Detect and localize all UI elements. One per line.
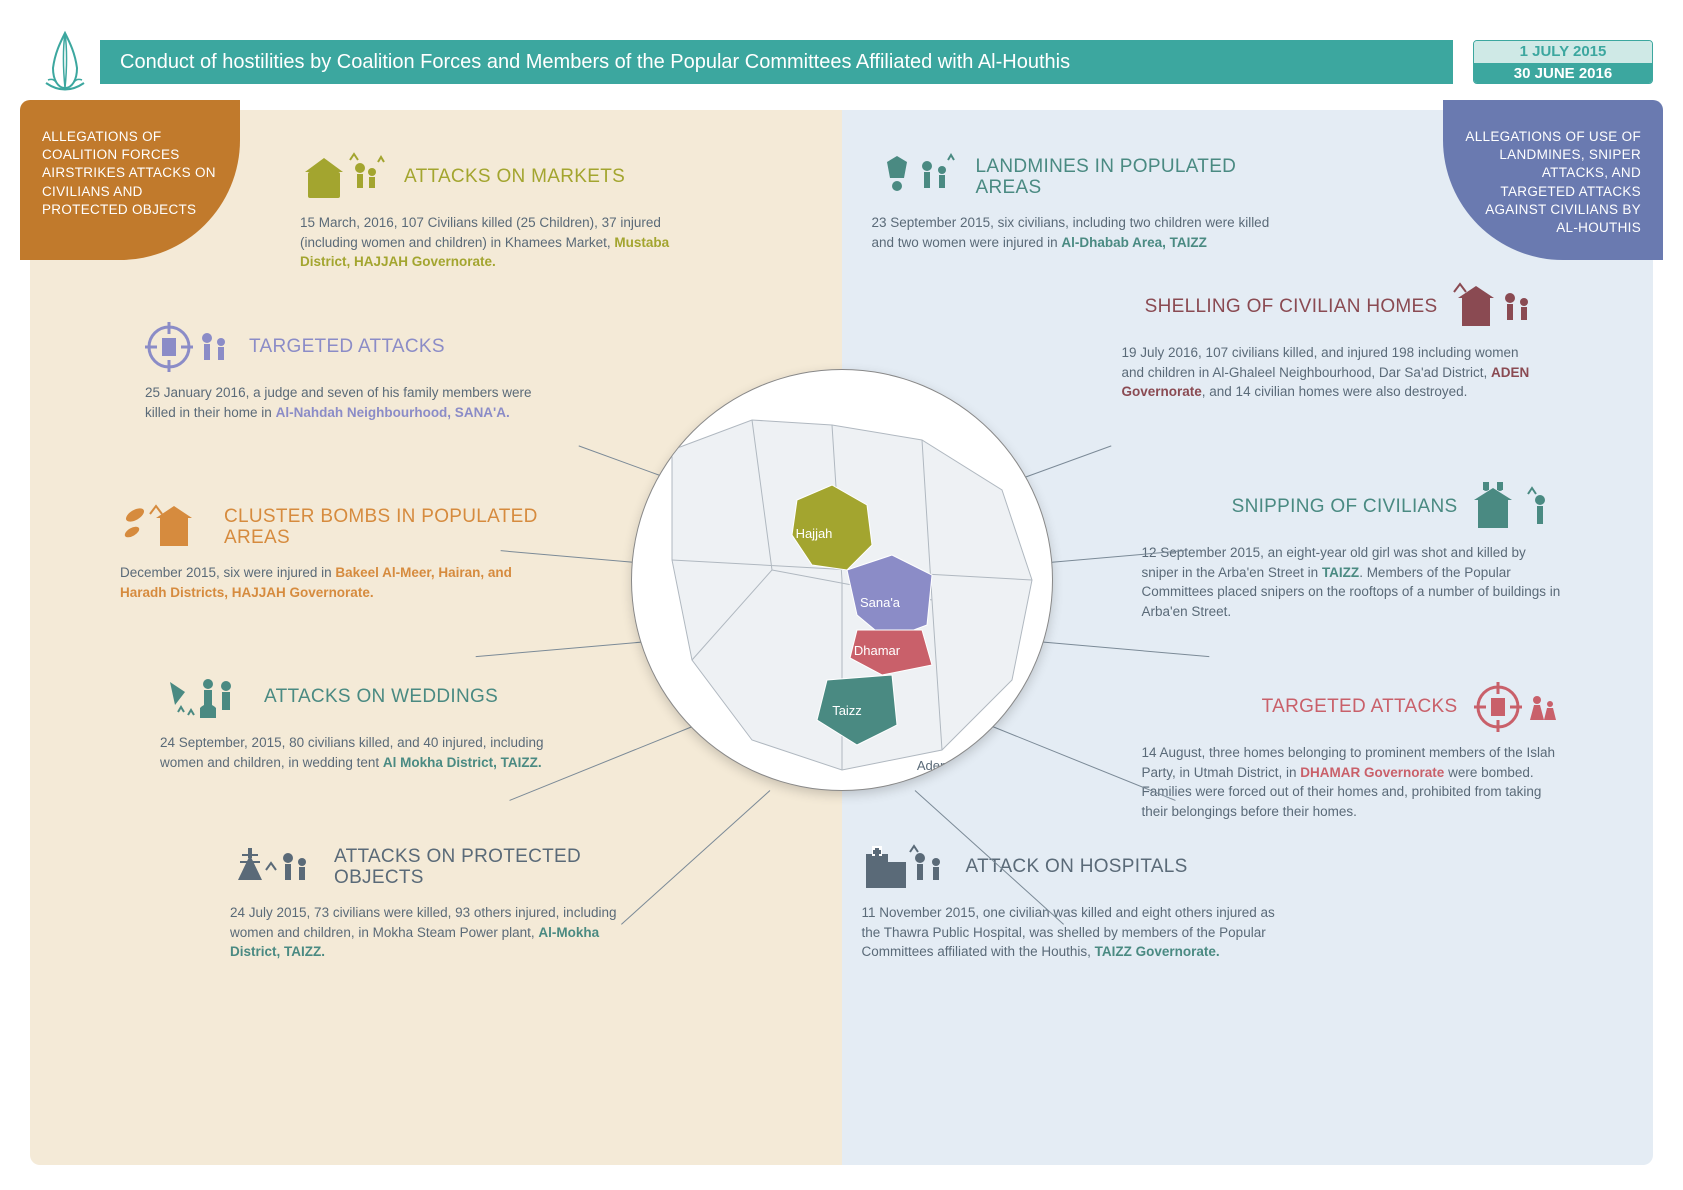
item-title: SNIPPING OF CIVILIANS [1232, 497, 1458, 518]
item-body: December 2015, six were injured in Bakee… [120, 563, 540, 602]
item-title: ATTACKS ON MARKETS [404, 167, 625, 188]
content: ALLEGATIONS OF COALITION FORCES AIRSTRIK… [30, 110, 1653, 1165]
right-badge: ALLEGATIONS OF USE OF LANDMINES, SNIPER … [1443, 100, 1663, 260]
targeted-right-icon [1472, 680, 1562, 735]
item-body: 15 March, 2016, 107 Civilians killed (25… [300, 213, 720, 272]
left-badge: ALLEGATIONS OF COALITION FORCES AIRSTRIK… [20, 100, 240, 260]
item-markets: ATTACKS ON MARKETS 15 March, 2016, 107 C… [300, 150, 720, 272]
header: Conduct of hostilities by Coalition Forc… [100, 40, 1653, 84]
map-label-Taizz: Taizz [832, 703, 862, 718]
item-hospitals: ATTACK ON HOSPITALS 11 November 2015, on… [862, 840, 1282, 962]
targeted-left-icon [145, 320, 235, 375]
item-weddings: ATTACKS ON WEDDINGS 24 September, 2015, … [160, 670, 580, 772]
item-sniping: SNIPPING OF CIVILIANS 12 September 2015,… [1142, 480, 1562, 621]
item-body: 24 July 2015, 73 civilians were killed, … [230, 903, 650, 962]
item-body: 23 September 2015, six civilians, includ… [872, 213, 1292, 252]
shelling-icon [1452, 280, 1542, 335]
map-label-Hajjah: Hajjah [795, 526, 832, 541]
item-body: 25 January 2016, a judge and seven of hi… [145, 383, 565, 422]
markets-icon [300, 150, 390, 205]
item-title: TARGETED ATTACKS [249, 337, 445, 358]
item-landmines: LANDMINES IN POPULATED AREAS 23 Septembe… [872, 150, 1292, 252]
sniping-icon [1472, 480, 1562, 535]
item-cluster: CLUSTER BOMBS IN POPULATED AREAS Decembe… [120, 500, 540, 602]
item-body: 14 August, three homes belonging to prom… [1142, 743, 1562, 821]
date-range: 1 JULY 2015 30 JUNE 2016 [1473, 40, 1653, 84]
date-start: 1 JULY 2015 [1474, 41, 1652, 63]
map-label-Sana'a: Sana'a [859, 595, 900, 610]
protected-icon [230, 840, 320, 895]
cluster-icon [120, 500, 210, 555]
item-body: 12 September 2015, an eight-year old gir… [1142, 543, 1562, 621]
item-targeted-right: TARGETED ATTACKS 14 August, three homes … [1142, 680, 1562, 821]
landmines-icon [872, 150, 962, 205]
item-body: 19 July 2016, 107 civilians killed, and … [1122, 343, 1542, 402]
item-title: ATTACKS ON WEDDINGS [264, 687, 498, 708]
map-label-Dhamar: Dhamar [853, 643, 900, 658]
weddings-icon [160, 670, 250, 725]
un-logo [38, 28, 93, 93]
item-title: SHELLING OF CIVILIAN HOMES [1145, 297, 1438, 318]
item-body: 11 November 2015, one civilian was kille… [862, 903, 1282, 962]
page-title: Conduct of hostilities by Coalition Forc… [100, 40, 1453, 84]
item-title: TARGETED ATTACKS [1262, 697, 1458, 718]
central-map: HajjahSana'aDhamarTaizzAden [632, 370, 1052, 790]
item-body: 24 September, 2015, 80 civilians killed,… [160, 733, 580, 772]
item-protected: ATTACKS ON PROTECTED OBJECTS 24 July 201… [230, 840, 650, 962]
item-title: CLUSTER BOMBS IN POPULATED AREAS [224, 507, 540, 549]
hospitals-icon [862, 840, 952, 895]
date-end: 30 JUNE 2016 [1474, 63, 1652, 84]
item-title: ATTACKS ON PROTECTED OBJECTS [334, 847, 650, 889]
item-targeted-left: TARGETED ATTACKS 25 January 2016, a judg… [145, 320, 565, 422]
item-shelling: SHELLING OF CIVILIAN HOMES 19 July 2016,… [1122, 280, 1542, 402]
item-title: LANDMINES IN POPULATED AREAS [976, 157, 1292, 199]
